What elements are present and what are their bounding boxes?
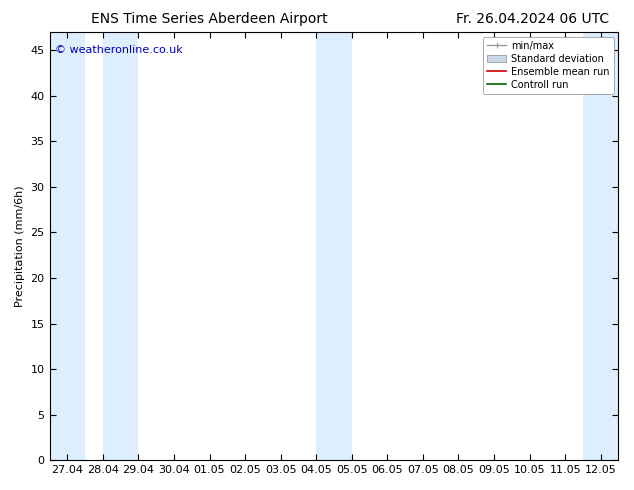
Bar [316,32,352,460]
Bar [49,32,85,460]
Text: Fr. 26.04.2024 06 UTC: Fr. 26.04.2024 06 UTC [456,12,610,26]
Text: © weatheronline.co.uk: © weatheronline.co.uk [55,45,183,55]
Bar [583,32,619,460]
Legend: min/max, Standard deviation, Ensemble mean run, Controll run: min/max, Standard deviation, Ensemble me… [483,37,614,94]
Text: ENS Time Series Aberdeen Airport: ENS Time Series Aberdeen Airport [91,12,328,26]
Y-axis label: Precipitation (mm/6h): Precipitation (mm/6h) [15,185,25,307]
Bar [103,32,138,460]
